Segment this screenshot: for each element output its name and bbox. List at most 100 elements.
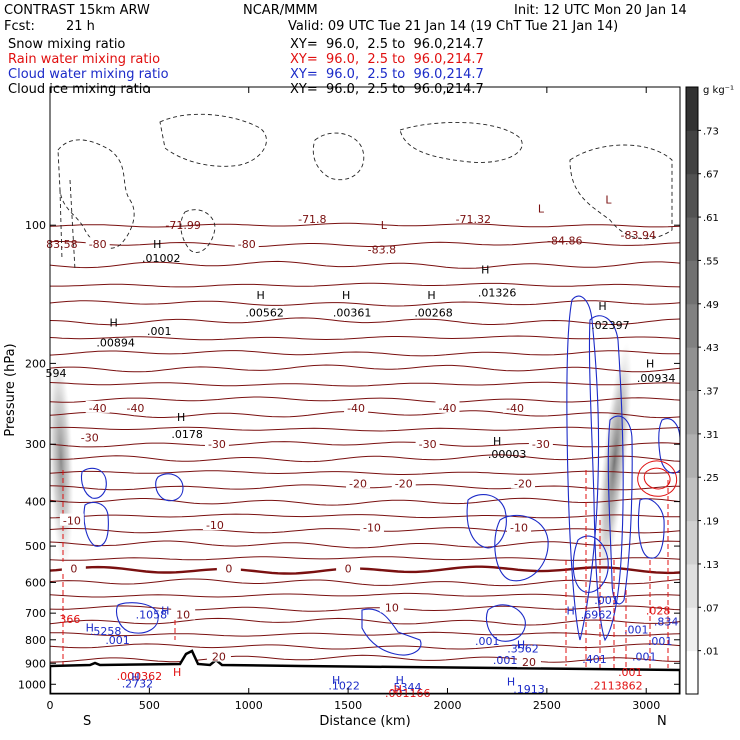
snow-mixing-ratio-shade bbox=[597, 342, 632, 582]
cloud-water-contour bbox=[637, 498, 665, 559]
extremum-value-label: .834 bbox=[654, 616, 679, 629]
extremum-value-label: .001 bbox=[493, 654, 518, 667]
colorbar-swatch bbox=[686, 433, 698, 478]
cloud-water-contour bbox=[607, 415, 633, 605]
temperature-isotherms bbox=[50, 222, 680, 686]
colorbar-tick-label: .01 bbox=[703, 647, 719, 658]
colorbar-swatch bbox=[686, 390, 698, 435]
label-mask bbox=[77, 430, 102, 443]
extremum-value-label: .5258 bbox=[90, 625, 122, 638]
label-mask bbox=[379, 600, 404, 613]
plot-area: -80 -80 -40 -40 -40 -40 -40 -30 -30 -30 -30 -20 -20 -… bbox=[3, 86, 681, 729]
x-tick-label: 3000 bbox=[632, 699, 660, 712]
extremum-value-label: .401 bbox=[582, 653, 607, 666]
field-legend: Snow mixing ratio XY= 96.0, 2.5 to 96.0,… bbox=[8, 37, 484, 97]
extremum-value-label: .00894 bbox=[96, 336, 135, 349]
isotherm-label: -40 bbox=[89, 402, 107, 415]
x-end-label-north: N bbox=[657, 714, 667, 729]
isotherm-label: 0 bbox=[225, 563, 232, 576]
label-mask bbox=[85, 237, 110, 250]
isotherm-line bbox=[50, 470, 680, 475]
colorbar-tick-label: .31 bbox=[703, 430, 719, 441]
colorbar-swatch bbox=[686, 87, 698, 131]
colorbar-tick-label: .13 bbox=[703, 560, 719, 571]
cloud-water-contour bbox=[155, 473, 184, 502]
label-mask bbox=[234, 237, 259, 250]
colorbar-tick-label: .73 bbox=[703, 126, 719, 137]
high-marker: H bbox=[646, 357, 654, 370]
isotherm-label: -20 bbox=[349, 477, 367, 490]
isotherm-line bbox=[50, 441, 680, 448]
colorbar-tick-label: .55 bbox=[703, 256, 719, 267]
y-tick-label: 400 bbox=[25, 496, 46, 509]
x-tick-label: 2000 bbox=[433, 699, 461, 712]
isotherm-label: 20 bbox=[212, 651, 226, 664]
forecast-label: Fcst: bbox=[4, 19, 35, 34]
extremum-value-label: -84.86 bbox=[547, 235, 582, 248]
label-mask bbox=[510, 476, 535, 489]
label-mask bbox=[503, 400, 528, 413]
y-tick-label: 600 bbox=[25, 576, 46, 589]
isotherm-label: -10 bbox=[510, 521, 528, 534]
x-tick-label: 2500 bbox=[533, 699, 561, 712]
label-mask bbox=[59, 513, 84, 526]
extremum-value-label: .3562 bbox=[507, 642, 539, 655]
colorbar-swatch bbox=[686, 607, 698, 652]
high-marker: H bbox=[598, 300, 606, 313]
isotherm-label: -30 bbox=[532, 438, 550, 451]
terrain-line bbox=[50, 649, 680, 694]
colorbar-swatch bbox=[686, 563, 698, 608]
colorbar-swatch bbox=[686, 260, 698, 305]
label-mask bbox=[344, 400, 369, 413]
isotherm-label: -40 bbox=[126, 402, 144, 415]
label-mask bbox=[507, 520, 532, 533]
extremum-value-label: .00562 bbox=[245, 307, 284, 320]
extremum-value-label: .0178 bbox=[171, 428, 203, 441]
isotherm-line bbox=[50, 396, 680, 403]
label-mask bbox=[204, 437, 229, 450]
extremum-value-label: .02397 bbox=[591, 319, 630, 332]
extremum-value-label: .001 bbox=[594, 594, 619, 607]
isotherm-label: -20 bbox=[395, 477, 413, 490]
extremum-value-label: -71.99 bbox=[165, 219, 200, 232]
extremum-value-label: .00934 bbox=[637, 372, 676, 385]
isotherm-label: -30 bbox=[81, 431, 99, 444]
colorbar-swatch bbox=[686, 173, 698, 218]
colorbar-tick-label: .67 bbox=[703, 170, 719, 181]
high-marker: H bbox=[332, 674, 340, 687]
cloud-water-contour bbox=[80, 467, 107, 499]
isotherm-line bbox=[50, 556, 680, 561]
cloud-ice-contours bbox=[57, 113, 673, 271]
extremum-value-label: .001 bbox=[618, 666, 643, 679]
high-marker: H bbox=[517, 639, 525, 652]
extremum-value-label: .6962 bbox=[581, 609, 613, 622]
isotherm-label: -10 bbox=[63, 515, 81, 528]
rain-water-contour bbox=[643, 467, 671, 490]
isotherm-label: 10 bbox=[176, 609, 190, 622]
colorbar-swatch bbox=[686, 650, 698, 695]
high-marker: H bbox=[161, 604, 169, 617]
y-tick-label: 900 bbox=[25, 657, 46, 670]
isotherm-line bbox=[50, 364, 680, 373]
extremum-value-label: 83.58 bbox=[46, 238, 78, 251]
extremum-value-label: .00361 bbox=[333, 307, 372, 320]
colorbar-swatch bbox=[686, 347, 698, 391]
extremum-value-label: .00003 bbox=[488, 448, 527, 461]
extremum-value-label: .001 bbox=[624, 624, 649, 637]
high-marker: H bbox=[257, 289, 265, 302]
x-tick-label: 1000 bbox=[235, 699, 263, 712]
org-label: NCAR/MMM bbox=[243, 3, 318, 18]
cloud-water-contour bbox=[658, 418, 680, 474]
label-mask bbox=[528, 437, 553, 450]
model-title: CONTRAST 15km ARW bbox=[4, 3, 150, 18]
x-axis-title: Distance (km) bbox=[319, 714, 410, 729]
isotherm-line bbox=[50, 317, 680, 326]
high-marker: H bbox=[153, 238, 161, 251]
extremum-value-label: 366 bbox=[59, 613, 80, 626]
label-mask bbox=[415, 437, 440, 450]
cloud-water-contour bbox=[566, 295, 600, 641]
high-marker: H bbox=[394, 683, 402, 696]
extremum-value-label: .2732 bbox=[122, 677, 154, 690]
colorbar-tick-label: .43 bbox=[703, 343, 719, 354]
